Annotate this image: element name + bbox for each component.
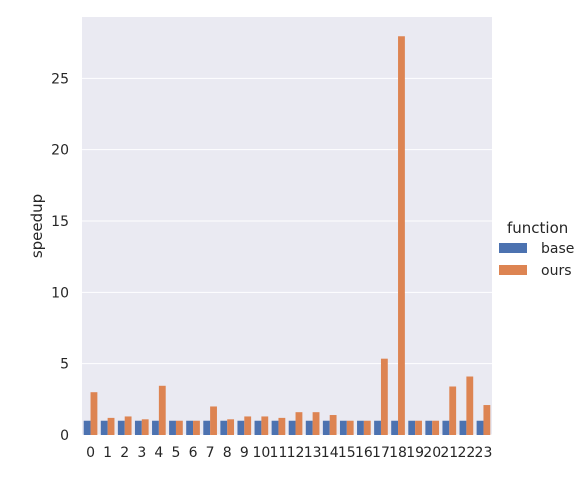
x-tick-label: 14 xyxy=(321,445,339,461)
legend-items: base ours xyxy=(499,241,574,279)
x-tick-label: 17 xyxy=(372,445,390,461)
bar-base-15 xyxy=(339,420,347,435)
plot-background xyxy=(82,17,492,435)
x-tick-label: 8 xyxy=(223,445,232,461)
bar-ours-20 xyxy=(432,420,440,435)
bar-base-0 xyxy=(83,420,91,435)
bar-base-7 xyxy=(203,420,211,435)
x-tick-label: 2 xyxy=(120,445,129,461)
bars xyxy=(83,36,491,435)
x-tick-label: 6 xyxy=(189,445,198,461)
x-tick-labels: 0 1 2 3 4 5 6 7 8 9 10 11 12 13 14 15 16 17 18 19 20 21 22 23 xyxy=(86,445,492,461)
y-tick-label: 25 xyxy=(51,71,69,87)
bar-ours-17 xyxy=(380,358,388,435)
bar-ours-8 xyxy=(227,419,235,435)
x-tick-label: 12 xyxy=(287,445,305,461)
bar-ours-6 xyxy=(193,420,200,435)
x-tick-label: 7 xyxy=(206,445,215,461)
x-tick-label: 0 xyxy=(86,445,95,461)
x-tick-label: 5 xyxy=(171,445,180,461)
x-tick-label: 1 xyxy=(103,445,112,461)
bar-base-18 xyxy=(391,420,399,435)
bar-base-16 xyxy=(357,420,364,435)
y-tick-label: 15 xyxy=(51,214,69,230)
bar-ours-21 xyxy=(449,386,457,435)
bar-ours-3 xyxy=(141,419,149,435)
bar-ours-12 xyxy=(295,412,303,435)
bar-base-3 xyxy=(134,420,142,435)
bar-base-20 xyxy=(425,420,433,435)
legend-swatch-base xyxy=(499,243,527,253)
legend-swatch-ours xyxy=(499,265,527,275)
bar-base-21 xyxy=(442,420,450,435)
bar-ours-2 xyxy=(124,416,132,435)
y-tick-label: 5 xyxy=(60,357,69,373)
bar-base-4 xyxy=(152,420,159,435)
x-tick-label: 16 xyxy=(355,445,373,461)
grid-lines xyxy=(82,77,492,436)
bar-base-10 xyxy=(254,420,262,435)
bar-ours-9 xyxy=(244,416,252,435)
bar-base-2 xyxy=(117,420,125,435)
bar-base-23 xyxy=(476,420,484,435)
bar-ours-15 xyxy=(346,420,354,435)
bar-base-5 xyxy=(169,420,176,435)
bar-base-13 xyxy=(305,420,313,435)
legend: function base ours xyxy=(499,219,574,279)
y-tick-label: 20 xyxy=(51,143,69,159)
bar-ours-22 xyxy=(466,376,474,435)
bar-ours-18 xyxy=(398,36,405,435)
bar-ours-23 xyxy=(483,405,491,435)
bar-base-14 xyxy=(322,420,330,435)
bar-ours-19 xyxy=(415,420,422,435)
bar-ours-16 xyxy=(363,420,371,435)
bar-base-22 xyxy=(459,420,467,435)
y-tick-label: 0 xyxy=(60,428,69,444)
x-tick-label: 15 xyxy=(338,445,356,461)
bar-base-6 xyxy=(186,420,194,435)
x-tick-label: 21 xyxy=(440,445,458,461)
x-tick-label: 20 xyxy=(423,445,441,461)
bar-ours-4 xyxy=(158,385,166,435)
legend-label-ours: ours xyxy=(541,263,572,279)
bar-base-11 xyxy=(271,420,279,435)
bar-base-12 xyxy=(288,420,296,435)
bar-ours-7 xyxy=(210,406,217,435)
x-tick-label: 10 xyxy=(252,445,270,461)
x-tick-label: 9 xyxy=(240,445,249,461)
x-tick-label: 11 xyxy=(270,445,288,461)
x-tick-label: 23 xyxy=(475,445,493,461)
bar-ours-5 xyxy=(175,420,183,435)
bar-base-9 xyxy=(237,420,245,435)
y-axis-label: speedup xyxy=(28,194,46,258)
x-tick-label: 13 xyxy=(304,445,322,461)
bar-ours-14 xyxy=(329,415,337,435)
legend-label-base: base xyxy=(541,241,574,257)
bar-ours-13 xyxy=(312,412,320,435)
bar-ours-10 xyxy=(261,416,269,435)
x-tick-label: 3 xyxy=(137,445,146,461)
bar-base-17 xyxy=(374,420,381,435)
bar-ours-0 xyxy=(90,392,98,435)
legend-title: function xyxy=(507,219,568,237)
bar-base-19 xyxy=(408,420,416,435)
bar-ours-11 xyxy=(278,417,286,435)
y-tick-label: 10 xyxy=(51,285,69,301)
bar-base-1 xyxy=(100,420,108,435)
x-tick-label: 18 xyxy=(389,445,407,461)
bar-base-8 xyxy=(220,420,228,435)
x-tick-label: 22 xyxy=(457,445,475,461)
x-tick-label: 4 xyxy=(154,445,163,461)
bar-ours-1 xyxy=(107,417,115,435)
x-tick-label: 19 xyxy=(406,445,424,461)
y-tick-labels: 0 5 10 15 20 25 xyxy=(51,71,69,444)
